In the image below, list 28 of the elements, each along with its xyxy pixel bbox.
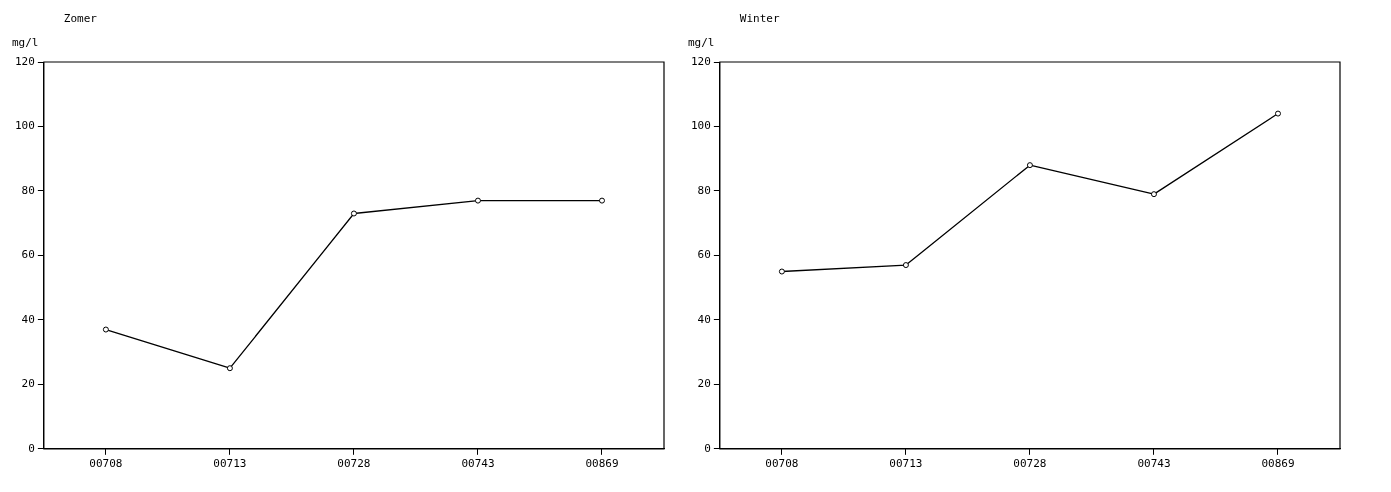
x-tick-label: 00743 [1137,457,1171,471]
y-tick-label: 20 [697,377,711,391]
x-tick-label: 00713 [213,457,247,471]
y-tick-label: 60 [697,248,711,262]
chart-title: Zomer [63,12,98,25]
y-tick-label: 60 [21,248,35,262]
y-tick-label: 120 [690,54,711,68]
y-tick-label: 0 [704,441,711,455]
x-tick-label: 00869 [1261,457,1295,471]
x-tick-label: 00708 [765,457,799,471]
y-tick-label: 100 [690,119,711,133]
x-tick-label: 00728 [337,457,371,471]
y-tick-label: 100 [14,119,35,133]
y-axis-title: mg/l [688,36,715,49]
x-tick-label: 00869 [585,457,619,471]
y-tick-label: 80 [21,183,35,197]
y-tick-label: 40 [697,312,711,326]
chart-title: Winter [739,12,780,25]
x-tick-label: 00743 [461,457,495,471]
x-tick-label: 00708 [89,457,123,471]
y-tick-label: 40 [21,312,35,326]
y-tick-label: 120 [14,54,35,68]
x-tick-label: 00728 [1013,457,1047,471]
y-tick-label: 0 [28,441,35,455]
y-tick-label: 20 [21,377,35,391]
y-tick-label: 80 [697,183,711,197]
x-tick-label: 00713 [889,457,923,471]
y-axis-title: mg/l [12,36,39,49]
